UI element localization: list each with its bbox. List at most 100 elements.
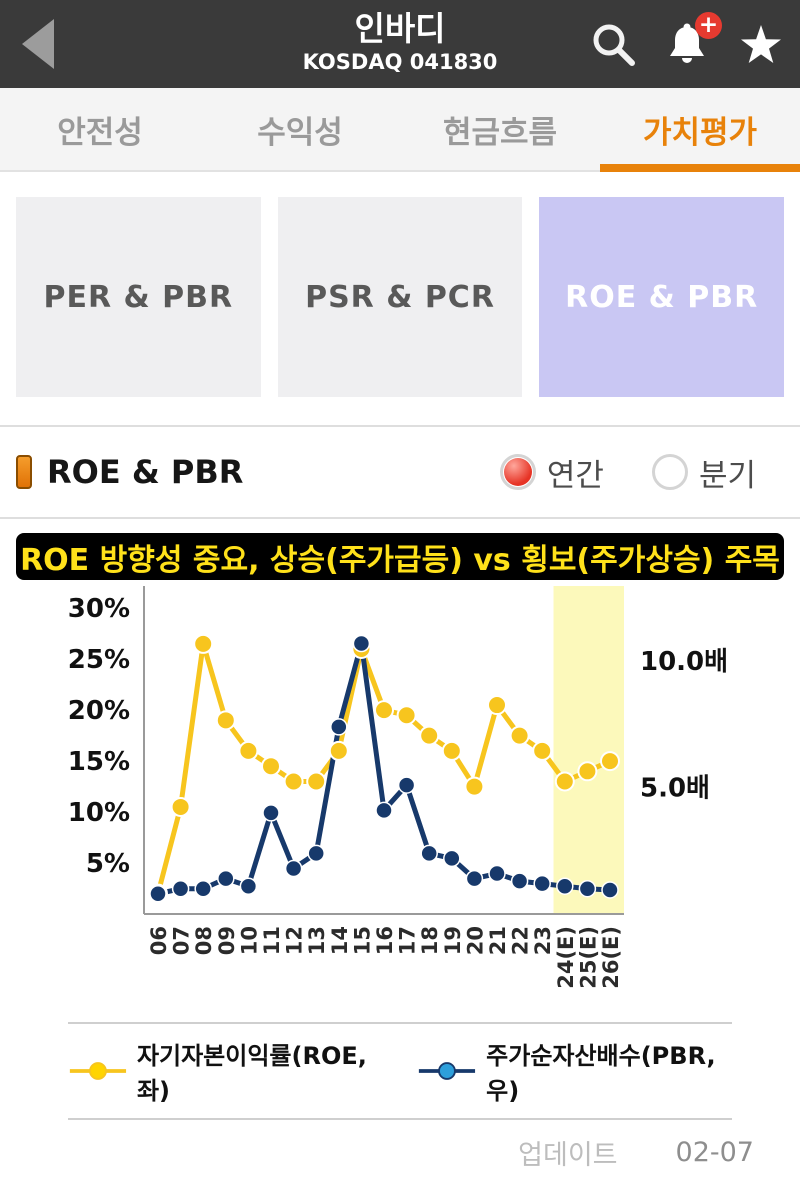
data-point [396,705,417,726]
radio-quarterly-label: 분기 [698,457,756,494]
data-point [261,756,281,777]
data-point [532,740,553,761]
x-axis-label: 17 [396,926,420,955]
tab-profitability[interactable]: 수익성 [257,114,343,151]
x-axis-label: 23 [531,926,555,955]
radio-annual-circle [499,454,536,490]
data-point [215,710,236,731]
x-axis-label: 14 [328,926,352,955]
update-date: 02-07 [675,1137,754,1168]
x-axis-label: 22 [509,926,533,955]
footer: 업데이트 02-07 [0,1120,800,1182]
back-arrow-icon [22,19,54,69]
data-point [262,804,280,822]
data-point [443,849,461,868]
data-point [441,740,462,761]
data-point [577,761,598,782]
data-point [600,751,620,772]
data-point [217,869,235,888]
ticker-subtitle: KOSDAQ 041830 [302,50,498,75]
data-point [194,879,212,898]
x-axis-label: 15 [350,926,374,955]
legend-roe-label: 자기자본이익률(ROE,좌) [136,1042,367,1105]
y-axis-tick-label: 10% [68,798,130,828]
radio-quarterly-circle [651,454,688,490]
radio-annual[interactable]: 연간 [499,450,604,495]
data-point [171,879,190,898]
data-point [554,771,575,792]
metric-cards: PER & PBR PSR & PCR ROE & PBR [0,172,800,425]
y-axis-tick-label: 25% [68,645,130,675]
x-axis-label: 11 [260,926,284,955]
data-point [352,634,371,653]
x-axis-label: 26(E) [599,926,623,989]
y-axis-tick-label: 20% [68,696,130,726]
tab-valuation[interactable]: 가치평가 [600,88,800,172]
data-point [464,776,485,797]
card-psr-pcr[interactable]: PSR & PCR [277,197,523,397]
period-toggle: 연간 분기 [499,450,756,495]
data-point [509,725,530,746]
x-axis-label: 10 [237,926,261,955]
x-axis-label: 08 [192,926,216,955]
data-point [578,879,597,898]
x-axis-label: 25(E) [576,926,600,989]
legend-item-roe: 자기자본이익률(ROE,좌) [68,1036,383,1106]
card-roe-pbr[interactable]: ROE & PBR [539,197,785,397]
roe-pbr-chart: 30% 25% 20% 15% 10% 5% 10.0배 5.0배 06070809101112… [68,586,728,989]
search-button[interactable] [590,21,636,67]
y-axis-tick-label: 5% [86,849,130,879]
x-axis-label: 24(E) [554,926,578,989]
notifications-button[interactable]: + [664,12,722,67]
chart-legend: 자기자본이익률(ROE,좌) 주가순자산배수(PBR,우) [68,1022,732,1120]
x-axis-label: 21 [486,926,510,955]
data-point [556,877,574,895]
chart-card: ROE 방향성 중요, 상승(주가급등) vs 횡보(주가상승) 주목 30% 2… [16,533,784,1120]
radio-quarterly[interactable]: 분기 [651,450,756,495]
update-label: 업데이트 [518,1140,618,1171]
app-header: 인바디 KOSDAQ 041830 + [0,0,800,88]
data-point [510,872,529,890]
star-icon [741,25,781,63]
section-bullet-icon [16,455,32,489]
data-point [533,874,551,893]
back-button[interactable] [18,17,56,71]
page-title: 인바디 [354,9,446,48]
data-point [149,885,167,903]
data-point [306,771,327,792]
header-titles: 인바디 KOSDAQ 041830 [0,0,800,74]
section-header: ROE & PBR 연간 분기 [0,425,800,519]
series-line-1 [155,641,613,897]
y-axis-tick-label: 15% [68,747,130,777]
tab-safety[interactable]: 안전성 [57,114,143,151]
data-point [601,881,619,899]
favorite-button[interactable] [738,21,784,67]
y-axis-tick-label: 30% [68,594,130,624]
data-point [374,700,394,721]
tab-cashflow[interactable]: 현금흐름 [442,114,558,151]
card-per-pbr[interactable]: PER & PBR [16,197,261,397]
data-point [420,844,438,863]
x-axis-label: 16 [373,926,397,955]
data-point [419,725,440,746]
data-point [283,771,304,792]
estimate-highlight-band [553,586,624,914]
data-point [488,864,506,883]
data-point [284,859,303,878]
section-title: ROE & PBR [47,453,244,491]
x-axis-label: 20 [463,926,487,955]
legend-pbr-marker-icon [419,1062,476,1080]
legend-pbr-label: 주가순자산배수(PBR,우) [486,1042,716,1105]
data-point [170,796,191,817]
data-point [487,695,507,716]
header-actions: + [590,12,784,67]
data-point [375,801,393,820]
data-point [193,633,214,654]
data-point [328,740,349,761]
legend-roe-marker-icon [69,1062,127,1080]
x-axis-label: 09 [215,926,239,955]
right-axis-tick-label: 10.0배 [640,647,728,677]
radio-annual-label: 연간 [546,457,604,494]
series-line-0 [155,641,613,897]
